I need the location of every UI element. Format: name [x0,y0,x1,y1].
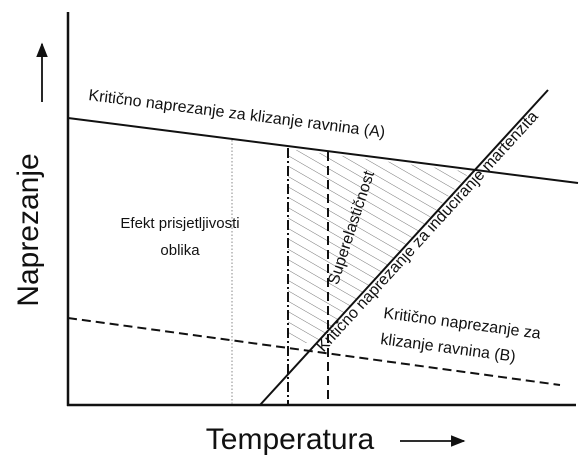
line-a [67,117,579,184]
x-axis-label: Temperatura [206,423,375,455]
y-axis-label: Naprezanje [12,153,45,306]
region-label: Efekt prisjetljivosti [120,215,239,232]
line-a-label: Kritično naprezanje za klizanje ravnina … [87,87,386,141]
line-b [67,317,561,386]
martensite-line [259,89,549,406]
region-label: oblika [160,242,200,259]
superelastic-region [288,149,470,343]
